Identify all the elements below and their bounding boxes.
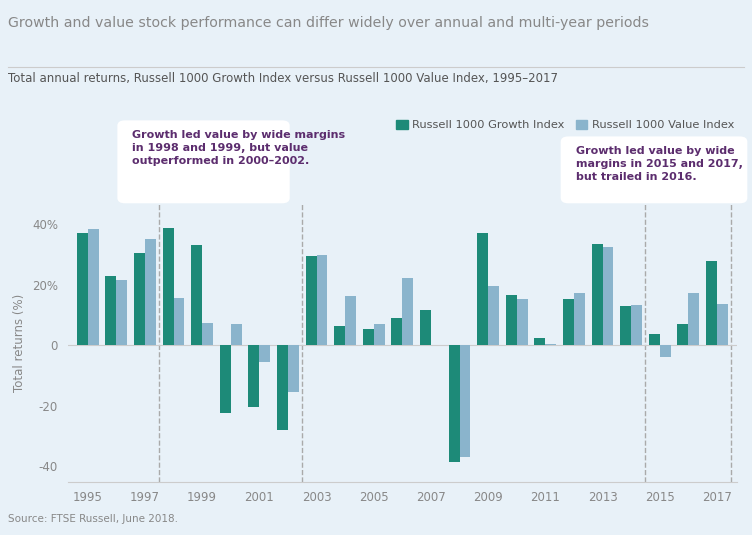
Bar — [592, 244, 602, 346]
Bar — [620, 306, 631, 346]
Bar — [77, 233, 88, 346]
Bar — [117, 280, 127, 346]
Bar — [660, 346, 671, 357]
Bar — [563, 299, 574, 346]
Bar — [420, 310, 431, 346]
Bar — [574, 293, 585, 346]
Bar — [288, 346, 299, 392]
Bar — [220, 346, 231, 413]
Bar — [259, 346, 270, 362]
Bar — [506, 295, 517, 346]
Bar — [231, 324, 241, 346]
Bar — [88, 230, 99, 346]
Bar — [706, 261, 717, 346]
Bar — [459, 346, 471, 457]
Bar — [535, 338, 545, 346]
Bar — [317, 255, 327, 346]
Text: Growth led value by wide
margins in 2015 and 2017,
but trailed in 2016.: Growth led value by wide margins in 2015… — [576, 146, 743, 182]
Bar — [105, 276, 117, 346]
Bar — [145, 239, 156, 346]
Bar — [517, 299, 528, 346]
Text: Growth led value by wide margins
in 1998 and 1999, but value
outperformed in 200: Growth led value by wide margins in 1998… — [132, 130, 345, 166]
Legend: Russell 1000 Growth Index, Russell 1000 Value Index: Russell 1000 Growth Index, Russell 1000 … — [392, 116, 738, 135]
Text: Total annual returns, Russell 1000 Growth Index versus Russell 1000 Value Index,: Total annual returns, Russell 1000 Growt… — [8, 72, 557, 85]
Text: Source: FTSE Russell, June 2018.: Source: FTSE Russell, June 2018. — [8, 514, 177, 524]
Bar — [449, 346, 459, 462]
Bar — [545, 344, 556, 346]
Bar — [392, 318, 402, 346]
Bar — [363, 330, 374, 346]
Bar — [402, 278, 413, 346]
Bar — [248, 346, 259, 407]
Text: Growth and value stock performance can differ widely over annual and multi-year : Growth and value stock performance can d… — [8, 16, 648, 30]
Bar — [191, 245, 202, 346]
Bar — [631, 305, 642, 346]
Bar — [134, 253, 145, 346]
Bar — [478, 233, 488, 346]
Bar — [334, 326, 345, 346]
Bar — [174, 298, 184, 346]
Bar — [345, 295, 356, 346]
Bar — [678, 324, 688, 346]
Bar — [162, 228, 174, 346]
Bar — [488, 286, 499, 346]
Y-axis label: Total returns (%): Total returns (%) — [14, 293, 26, 392]
Bar — [277, 346, 288, 430]
Bar — [305, 256, 317, 346]
Bar — [717, 304, 728, 346]
Bar — [374, 324, 384, 346]
Bar — [602, 247, 614, 346]
Bar — [202, 323, 213, 346]
Bar — [649, 334, 660, 346]
Bar — [688, 293, 699, 346]
